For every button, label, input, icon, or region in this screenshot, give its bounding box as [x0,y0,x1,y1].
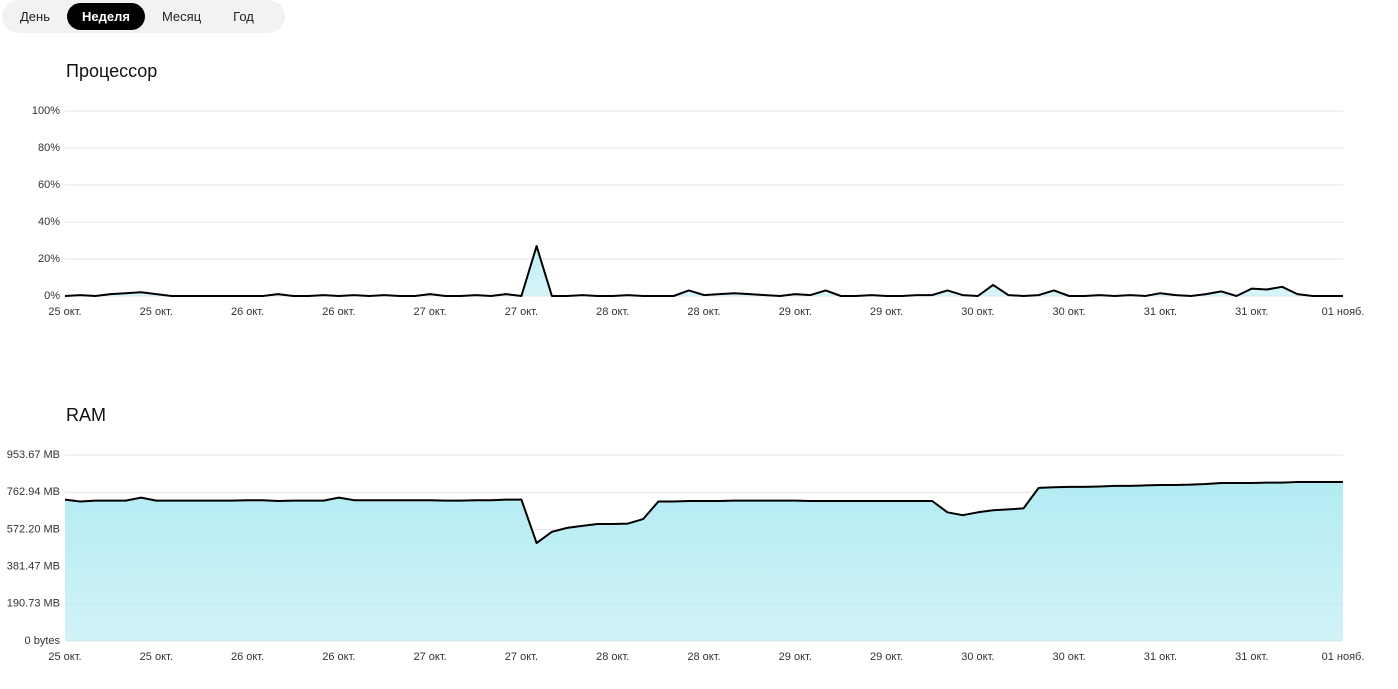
data-line [64,481,1343,545]
period-tab[interactable]: Неделя [67,3,145,30]
area-fill [65,246,1343,296]
y-tick-label: 80% [38,142,60,154]
x-tick-label: 26 окт. [231,651,264,663]
x-tick-label: 01 нояб. [1322,651,1365,663]
y-tick-label: 40% [38,216,60,228]
x-tick-label: 27 окт. [414,306,447,318]
x-tick-label: 28 окт. [687,306,720,318]
y-tick-label: 0 bytes [25,635,61,647]
y-tick-label: 20% [38,253,60,265]
x-tick-label: 25 окт. [140,651,173,663]
x-tick-label: 30 окт. [1053,651,1086,663]
x-tick-label: 27 окт. [414,651,447,663]
chart-title: RAM [66,405,106,425]
x-tick-label: 28 окт. [596,306,629,318]
x-tick-label: 29 окт. [870,651,903,663]
y-tick-label: 953.67 MB [7,449,60,461]
y-tick-label: 381.47 MB [7,561,60,573]
x-tick-label: 27 окт. [505,651,538,663]
y-tick-label: 0% [44,290,60,302]
x-tick-label: 30 окт. [1053,306,1086,318]
x-tick-label: 29 окт. [870,306,903,318]
x-tick-label: 27 окт. [505,306,538,318]
y-tick-label: 60% [38,179,60,191]
x-tick-label: 26 окт. [322,306,355,318]
x-tick-label: 31 окт. [1144,651,1177,663]
x-tick-label: 25 окт. [140,306,173,318]
x-tick-label: 28 окт. [596,651,629,663]
x-tick-label: 25 окт. [48,651,81,663]
x-tick-label: 31 окт. [1235,306,1268,318]
area-fill [65,482,1343,641]
x-tick-label: 26 окт. [322,651,355,663]
x-tick-label: 31 окт. [1144,306,1177,318]
period-tab[interactable]: Месяц [161,9,202,24]
y-tick-label: 762.94 MB [7,486,60,498]
x-tick-label: 31 окт. [1235,651,1268,663]
period-tab[interactable]: День [20,9,50,24]
x-tick-label: 26 окт. [231,306,264,318]
x-tick-label: 29 окт. [779,306,812,318]
x-tick-label: 01 нояб. [1322,306,1365,318]
x-tick-label: 30 окт. [961,306,994,318]
y-tick-label: 100% [32,105,60,117]
x-tick-label: 25 окт. [48,306,81,318]
data-line [64,245,1343,297]
period-tab[interactable]: Год [233,9,254,24]
x-tick-label: 30 окт. [961,651,994,663]
y-tick-label: 190.73 MB [7,598,60,610]
x-tick-label: 29 окт. [779,651,812,663]
chart-title: Процессор [66,61,157,81]
x-tick-label: 28 окт. [687,651,720,663]
y-tick-label: 572.20 MB [7,523,60,535]
period-tabs: День Неделя Месяц Год [2,0,285,33]
